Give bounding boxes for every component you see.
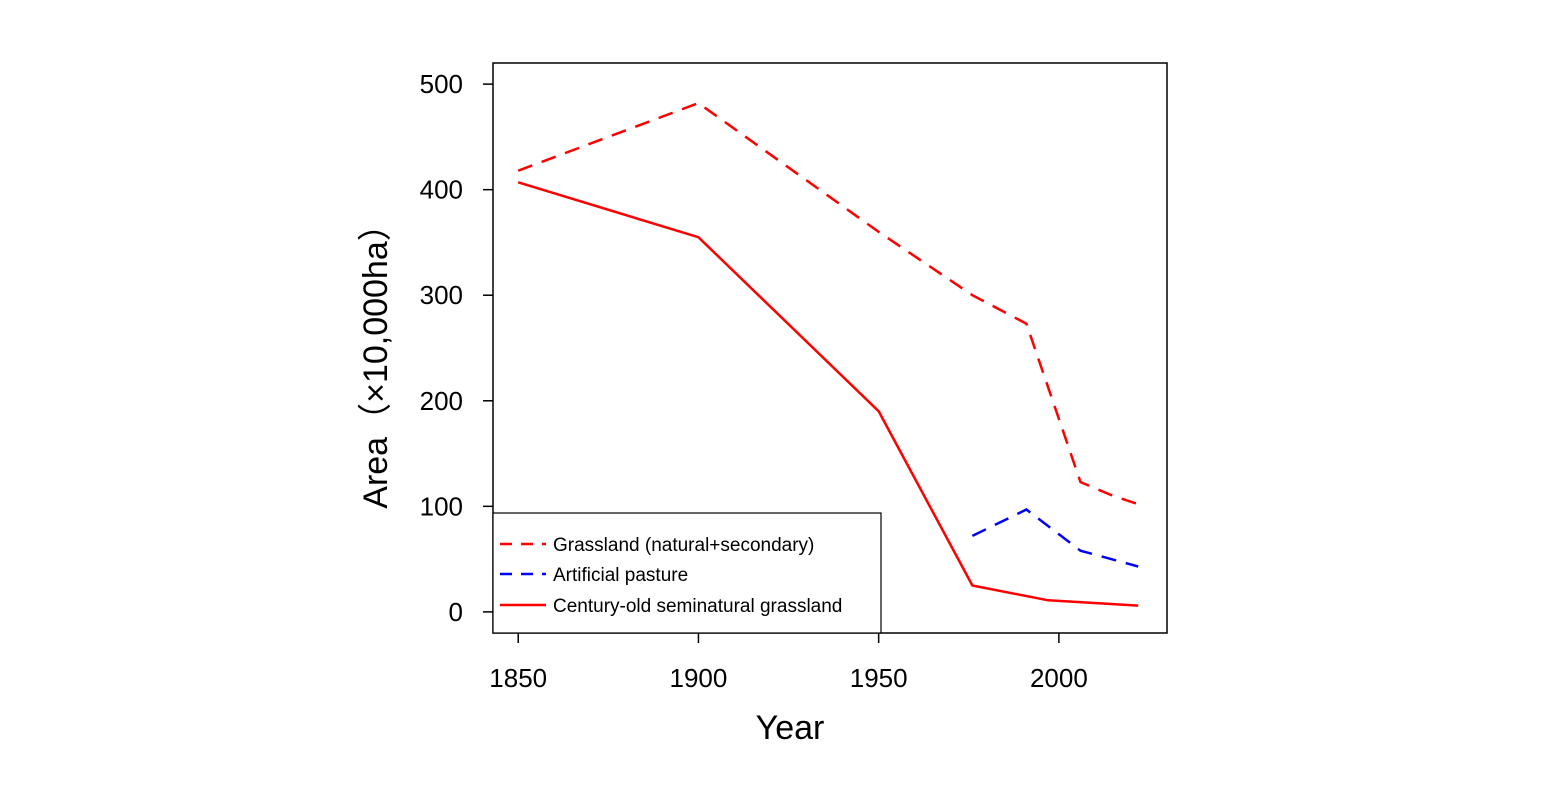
y-tick-label: 200 xyxy=(420,386,463,416)
series-layer xyxy=(517,101,1139,607)
y-tick-label: 400 xyxy=(420,175,463,205)
y-tick-label: 500 xyxy=(420,69,463,99)
legend: Grassland (natural+secondary) Artificial … xyxy=(492,512,882,634)
series-line-3 xyxy=(517,181,1139,607)
x-axis: 1850 1900 1950 2000 xyxy=(489,633,1088,693)
y-tick-label: 100 xyxy=(420,491,463,521)
x-tick-label: 2000 xyxy=(1030,663,1088,693)
legend-box xyxy=(492,512,882,634)
y-axis-title: Area（×10,000ha） xyxy=(357,207,395,508)
legend-label-3: Century-old seminatural grassland xyxy=(553,596,842,617)
y-tick-label: 0 xyxy=(449,597,463,627)
x-tick-label: 1900 xyxy=(670,663,728,693)
legend-label-2: Artificial pasture xyxy=(553,565,688,586)
x-tick-label: 1850 xyxy=(489,663,547,693)
series-line-1 xyxy=(517,101,1139,506)
legend-label-1: Grassland (natural+secondary) xyxy=(553,535,814,556)
y-tick-label: 300 xyxy=(420,280,463,310)
x-tick-label: 1950 xyxy=(850,663,908,693)
series-line-2 xyxy=(971,508,1139,568)
x-axis-title: Year xyxy=(756,709,825,747)
y-axis: 0 100 200 300 400 500 xyxy=(420,69,493,627)
